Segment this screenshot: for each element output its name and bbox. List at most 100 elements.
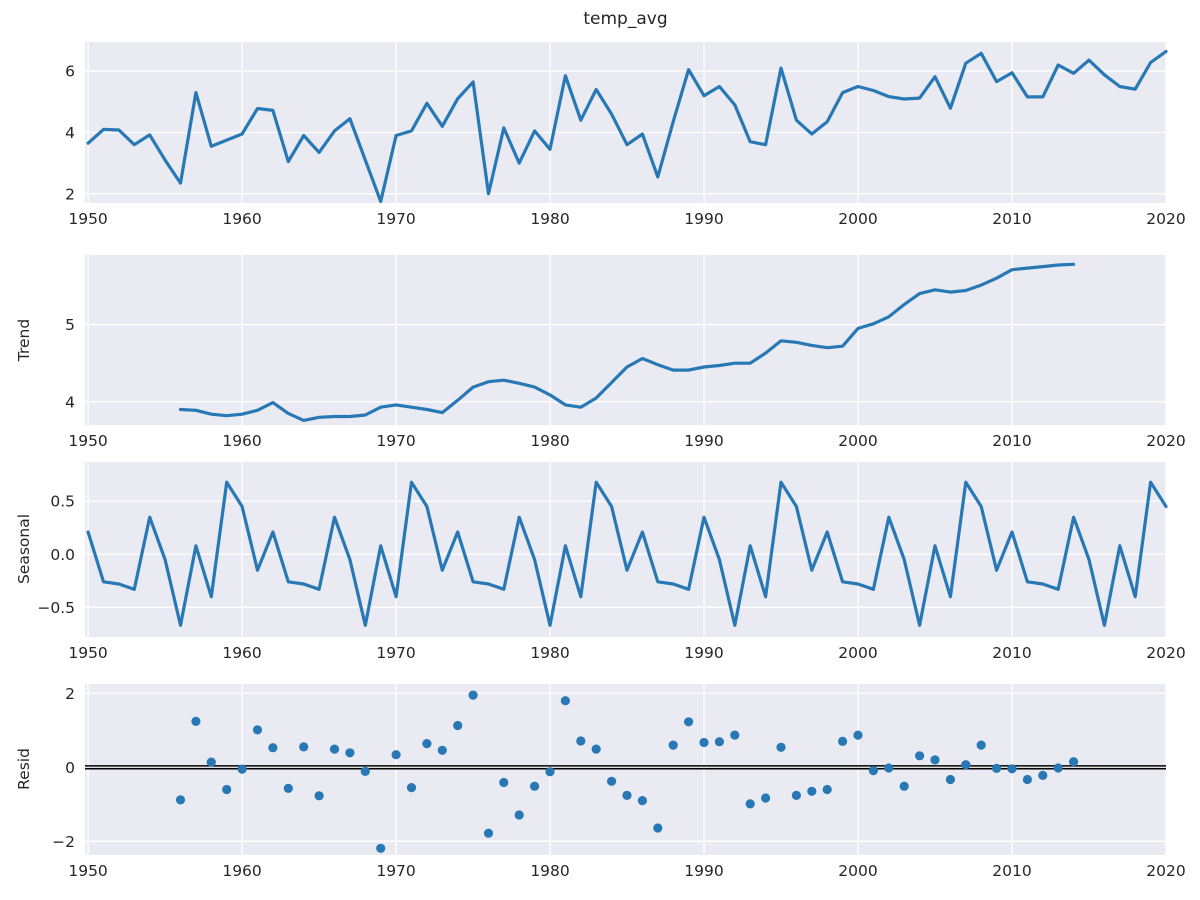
- panel-resid: 2 0 −2 1950 1960 1970 1980 1990 2000 2010 2020: [52, 684, 1186, 880]
- y-tick-label: 0: [65, 759, 75, 777]
- x-tick-label: 1950: [68, 644, 107, 662]
- resid-point: [791, 790, 802, 801]
- resid-point: [268, 743, 278, 753]
- observed-series-line: [86, 49, 1168, 204]
- panel-background: [85, 42, 1166, 203]
- resid-point: [730, 730, 740, 740]
- plot-title: temp_avg: [583, 9, 668, 29]
- resid-point: [807, 786, 817, 796]
- resid-point: [175, 795, 186, 805]
- resid-point: [930, 755, 940, 765]
- resid-point: [1069, 757, 1079, 767]
- resid-point: [252, 725, 263, 735]
- resid-point: [437, 745, 447, 755]
- y-tick-label: −2: [52, 833, 75, 851]
- panel-background: [85, 684, 1166, 855]
- resid-point: [699, 737, 709, 748]
- x-tick-label: 1950: [68, 210, 107, 228]
- y-tick-label: −0.5: [37, 599, 75, 617]
- x-tick-label: 1970: [376, 862, 415, 880]
- resid-point: [591, 744, 601, 754]
- resid-point: [868, 766, 879, 776]
- x-tick-label: 1980: [530, 862, 569, 880]
- x-tick-label: 1970: [376, 432, 415, 450]
- resid-point: [838, 736, 848, 747]
- resid-point: [637, 796, 648, 806]
- trend-series-line: [178, 262, 1076, 422]
- y-tick-label: 5: [65, 316, 75, 334]
- x-tick-label: 2000: [838, 210, 877, 228]
- seasonal-series-line: [86, 480, 1168, 627]
- resid-point: [329, 744, 340, 754]
- resid-point: [853, 730, 863, 740]
- resid-point: [714, 737, 725, 747]
- resid-point: [961, 760, 971, 770]
- resid-point: [560, 696, 571, 706]
- x-tick-label: 1960: [222, 862, 261, 880]
- panel-observed: 2 4 6 1950 1960 1970 1980 1990 2000 2010 2020: [65, 42, 1186, 228]
- x-tick-label: 1970: [376, 644, 415, 662]
- x-tick-label: 1980: [530, 432, 569, 450]
- resid-point: [1038, 770, 1048, 781]
- resid-point: [530, 781, 540, 791]
- panel-seasonal: 0.5 0.0 −0.5 1950 1960 1970 1980 1990 2000 2010 20…: [37, 462, 1186, 662]
- x-tick-label: 2020: [1146, 862, 1185, 880]
- x-tick-label: 2020: [1146, 644, 1185, 662]
- resid-point: [976, 740, 986, 750]
- panel-trend: 4 5 1950 1960 1970 1980 1990 2000 2010 2020: [65, 255, 1186, 450]
- x-tick-label: 2020: [1146, 432, 1185, 450]
- x-tick-label: 1950: [68, 862, 107, 880]
- resid-point: [514, 810, 524, 820]
- resid-point: [576, 736, 586, 746]
- resid-point: [483, 828, 494, 838]
- resid-point: [945, 774, 956, 785]
- panel-background: [85, 255, 1166, 425]
- x-tick-label: 2000: [838, 432, 877, 450]
- resid-point: [191, 716, 201, 727]
- resid-point: [822, 784, 832, 795]
- y-tick-label: 4: [65, 124, 75, 142]
- x-tick-label: 1960: [222, 210, 261, 228]
- resid-point: [1053, 763, 1063, 773]
- resid-point: [237, 764, 247, 774]
- resid-point: [899, 781, 909, 791]
- resid-point: [376, 843, 386, 853]
- resid-point: [684, 717, 694, 727]
- y-tick-label: 6: [65, 63, 75, 81]
- y-tick-label: 2: [65, 685, 75, 703]
- resid-point: [745, 799, 755, 809]
- resid-point: [360, 766, 370, 777]
- x-tick-label: 1990: [684, 432, 723, 450]
- resid-point: [992, 763, 1002, 774]
- x-tick-label: 2000: [838, 644, 877, 662]
- resid-point: [545, 767, 555, 777]
- resid-point: [222, 784, 232, 795]
- resid-point: [1022, 774, 1032, 785]
- x-tick-label: 1960: [222, 644, 261, 662]
- x-tick-label: 2010: [992, 432, 1031, 450]
- x-tick-label: 2010: [992, 644, 1031, 662]
- x-tick-label: 2010: [992, 210, 1031, 228]
- resid-point: [776, 742, 786, 752]
- resid-point: [607, 776, 617, 786]
- resid-point: [206, 757, 216, 767]
- resid-point: [299, 742, 309, 752]
- y-tick-label: 4: [65, 393, 75, 411]
- x-tick-label: 1990: [684, 210, 723, 228]
- x-tick-label: 1980: [530, 644, 569, 662]
- resid-point: [884, 763, 894, 773]
- resid-point: [668, 740, 678, 750]
- resid-point: [345, 748, 355, 758]
- x-tick-label: 2020: [1146, 210, 1185, 228]
- resid-point: [406, 783, 417, 793]
- resid-point: [391, 750, 401, 760]
- x-tick-label: 1980: [530, 210, 569, 228]
- x-tick-label: 1960: [222, 432, 261, 450]
- resid-point: [761, 793, 771, 803]
- resid-point: [422, 739, 432, 749]
- y-tick-label: 0.5: [50, 493, 75, 511]
- x-tick-label: 1990: [684, 644, 723, 662]
- resid-point: [622, 790, 632, 801]
